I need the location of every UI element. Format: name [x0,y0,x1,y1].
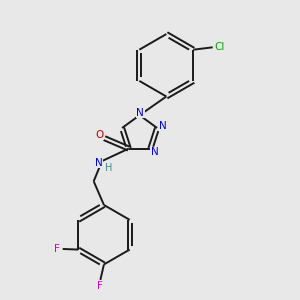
Text: N: N [94,158,102,167]
Text: Cl: Cl [214,42,224,52]
Text: N: N [151,147,159,157]
Text: F: F [98,281,103,291]
Text: H: H [105,163,112,172]
Text: F: F [54,244,60,254]
Text: O: O [95,130,103,140]
Text: N: N [136,108,144,118]
Text: N: N [159,122,167,131]
